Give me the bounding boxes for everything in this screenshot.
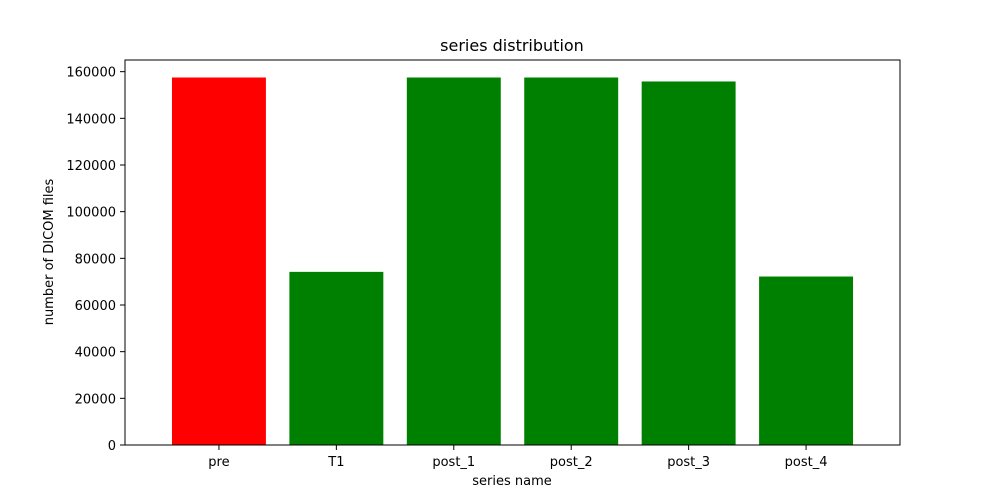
bar-post_1	[406, 77, 501, 445]
x-tick-label: post_3	[667, 455, 710, 470]
y-tick-label: 60000	[75, 299, 116, 314]
bar-post_4	[759, 276, 854, 445]
x-axis-label: series name	[472, 474, 552, 489]
plot-area-frame	[124, 59, 901, 446]
bar-post_2	[524, 77, 619, 445]
bar-T1	[289, 271, 384, 445]
y-tick-label: 20000	[75, 392, 116, 407]
y-tick-label: 80000	[75, 252, 116, 267]
x-axis-ticks: pre T1 post_1 post_2 post_3 post_4	[208, 445, 827, 470]
x-tick-label: post_1	[432, 455, 475, 470]
x-tick-label: pre	[208, 455, 229, 470]
y-tick-label: 40000	[75, 346, 116, 361]
y-tick-label: 160000	[66, 66, 116, 81]
bar-post_3	[641, 81, 736, 445]
bar-pre	[171, 77, 266, 445]
x-tick-label: post_2	[550, 455, 593, 470]
y-tick-label: 0	[108, 439, 116, 454]
y-axis-ticks: 0 20000 40000 60000 80000 100000 120000 140000 1…	[66, 66, 125, 454]
x-tick-label: T1	[327, 455, 344, 470]
x-tick-label: post_4	[785, 455, 828, 470]
y-tick-label: 140000	[66, 112, 116, 127]
y-axis-label: number of DICOM files	[42, 178, 57, 325]
y-tick-label: 100000	[66, 206, 116, 221]
bars-group	[171, 77, 854, 445]
chart-title: series distribution	[440, 36, 584, 55]
y-tick-label: 120000	[66, 159, 116, 174]
